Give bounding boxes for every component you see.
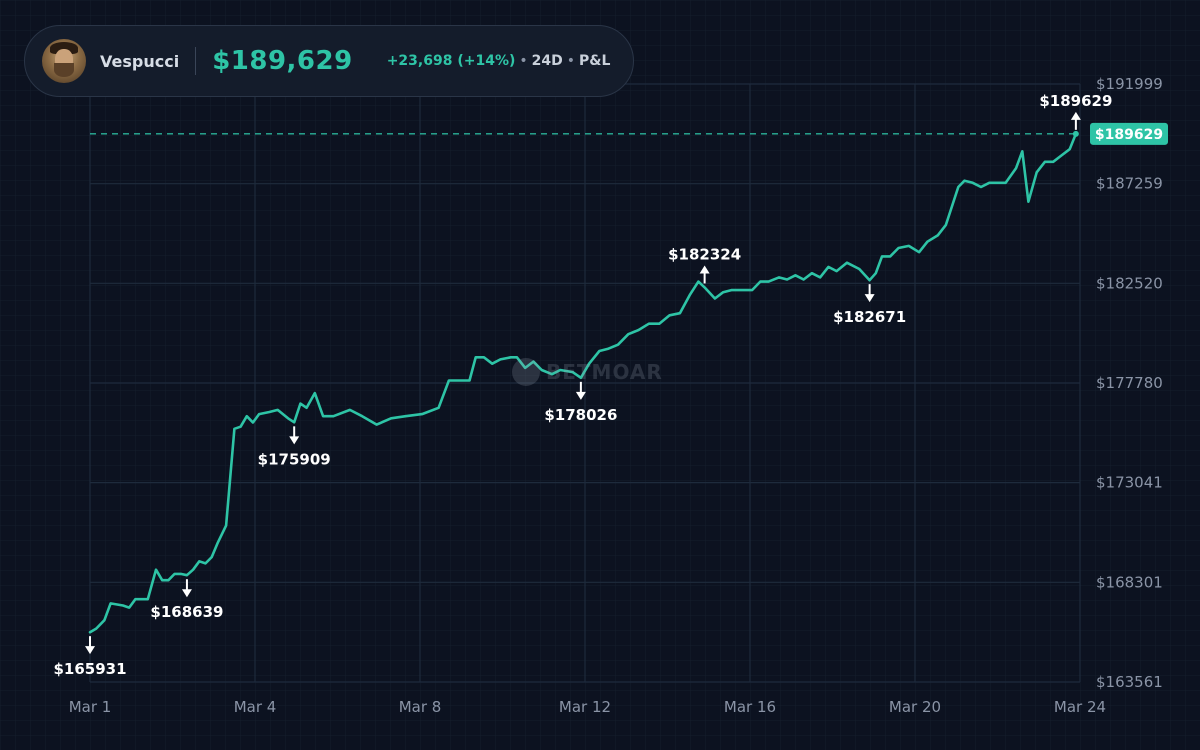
arrow-down-head: [181, 589, 192, 598]
annotation-label: $175909: [258, 450, 331, 468]
current-value-label: $189629: [1095, 127, 1163, 143]
watermark-text: BETMOAR: [546, 360, 663, 384]
annotation: $182324: [668, 245, 741, 284]
y-tick-label: $191999: [1096, 75, 1163, 93]
arrow-down-head: [289, 436, 300, 445]
arrow-up-head: [699, 265, 710, 274]
x-tick-label: Mar 1: [69, 698, 112, 716]
x-tick-label: Mar 20: [889, 698, 941, 716]
annotation-label: $189629: [1039, 92, 1112, 110]
annotation-label: $182324: [668, 245, 741, 263]
series-line: [88, 132, 1078, 634]
annotation: $168639: [150, 579, 223, 621]
annotation: $189629: [1039, 92, 1112, 130]
current-point: [1072, 130, 1079, 137]
annotation-label: $165931: [53, 660, 126, 678]
x-tick-label: Mar 24: [1054, 698, 1106, 716]
watermark: BETMOAR: [512, 358, 663, 386]
user-name[interactable]: Vespucci: [100, 51, 180, 71]
separator-dot: •: [519, 53, 528, 69]
x-tick-label: Mar 16: [724, 698, 776, 716]
x-tick-label: Mar 12: [559, 698, 611, 716]
annotation: $175909: [258, 426, 331, 468]
arrow-up-head: [1070, 111, 1081, 120]
annotation: $165931: [53, 636, 127, 678]
annotation-label: $178026: [544, 406, 617, 424]
metric-label: P&L: [579, 53, 611, 69]
x-tick-label: Mar 8: [399, 698, 442, 716]
pnl-change: +23,698 (+14%): [386, 53, 516, 69]
bear-logo-icon: [512, 358, 540, 386]
current-value-badge: [1090, 122, 1168, 145]
balance-value: $189,629: [212, 46, 353, 76]
y-tick-label: $163561: [1096, 673, 1163, 691]
y-tick-label: $187259: [1096, 175, 1163, 193]
arrow-down-head: [575, 391, 586, 400]
period-label: 24D: [531, 53, 563, 69]
y-tick-label: $168301: [1096, 573, 1163, 591]
annotation: $182671: [833, 284, 906, 326]
y-tick-label: $173041: [1096, 474, 1163, 492]
arrow-down-head: [85, 646, 95, 655]
annotation-label: $168639: [150, 603, 223, 621]
x-tick-label: Mar 4: [234, 698, 277, 716]
avatar[interactable]: [42, 39, 86, 83]
separator-dot: •: [566, 53, 576, 69]
y-tick-label: $182520: [1096, 274, 1163, 292]
arrow-down-head: [864, 294, 875, 303]
header-bar: Vespucci $189,629 +23,698 (+14%) • 24D •…: [24, 25, 634, 97]
y-tick-label: $177780: [1096, 374, 1163, 392]
annotation: $178026: [544, 381, 617, 424]
header-divider: [195, 47, 197, 75]
annotation-label: $182671: [833, 308, 906, 326]
